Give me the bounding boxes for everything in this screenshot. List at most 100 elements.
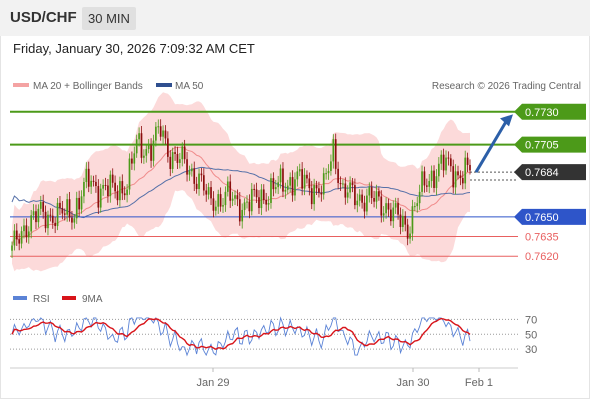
candle-body [99, 188, 102, 208]
candle-body [349, 182, 351, 193]
candle-body [116, 191, 119, 201]
bollinger-band-layer [12, 92, 470, 272]
level-0-7650-tag [514, 208, 586, 225]
candle-body [382, 213, 385, 216]
candle-body [342, 183, 344, 185]
candle-body [461, 178, 464, 184]
candle-body [169, 156, 172, 169]
candle-body [234, 195, 236, 199]
candle-body [85, 168, 88, 183]
candle-body [310, 188, 313, 205]
candle-body [274, 187, 277, 190]
candle-body [445, 157, 447, 171]
level-labels-layer: 0.7730 0.7705 0.7684 0.7650 0.7635 0.7620 [474, 103, 586, 263]
level-0-7650-label: 0.7650 [525, 212, 559, 224]
candle-body [162, 130, 164, 137]
candle-body [90, 180, 92, 187]
candle-body [114, 182, 116, 192]
candle-body [282, 168, 284, 192]
candle-body [363, 202, 366, 212]
candle-body [315, 185, 318, 189]
candle-body [25, 225, 28, 238]
candle-body [339, 183, 342, 185]
candle-body [390, 209, 392, 222]
candle-body [447, 157, 450, 159]
candle-body [325, 173, 327, 175]
candle-body [370, 187, 373, 199]
candle-body [119, 181, 121, 201]
candle-body [320, 192, 323, 195]
candle-body [243, 202, 246, 210]
candle-body [224, 191, 227, 206]
candle-body [176, 153, 179, 163]
rsi-ma-line [11, 317, 471, 350]
candle-body [181, 146, 184, 160]
rsi-tick-30: 30 [525, 344, 537, 356]
candle-body [286, 185, 289, 190]
candle-body [133, 153, 136, 164]
candle-body [442, 154, 445, 171]
candle-body [87, 168, 90, 187]
timestamp: Friday, January 30, 2026 7:09:32 AM CET [13, 41, 255, 56]
candle-body [457, 171, 459, 176]
timeframe-button[interactable]: 30 MIN [82, 7, 136, 30]
candle-body [140, 133, 143, 158]
candle-body [425, 185, 428, 187]
candle-body [205, 190, 208, 195]
candle-body [95, 181, 97, 187]
candle-body [200, 173, 203, 176]
candle-body [253, 188, 256, 190]
level-0-7705-label: 0.7705 [525, 140, 559, 152]
candle-body [392, 207, 395, 222]
level-0-7684-label: 0.7684 [525, 167, 559, 179]
candle-body [255, 189, 258, 198]
candle-body [452, 166, 455, 188]
candle-body [332, 139, 335, 162]
candle-body [440, 154, 443, 164]
candle-body [267, 202, 270, 205]
candle-body [143, 155, 145, 158]
candle-body [246, 201, 248, 203]
candle-body [121, 181, 124, 194]
forecast-arrow-head [500, 114, 513, 127]
candle-body [373, 198, 375, 202]
candle-body [190, 168, 193, 172]
candle-body [250, 188, 253, 212]
level-0-7635-label: 0.7635 [525, 232, 559, 244]
candle-body [399, 214, 402, 228]
candle-body [102, 184, 104, 189]
candle-body [289, 177, 292, 186]
candle-body [83, 182, 85, 197]
candle-body [421, 171, 423, 192]
candle-body [186, 159, 188, 175]
candle-body [296, 171, 299, 180]
candle-body [229, 181, 232, 201]
candle-body [11, 245, 13, 251]
candle-body [212, 198, 215, 211]
candle-body [366, 195, 368, 212]
candle-body [375, 191, 378, 202]
watermark: Research © 2026 Trading Central [432, 81, 581, 92]
candle-body [433, 170, 435, 188]
candle-body [198, 173, 200, 190]
candle-body [32, 211, 35, 216]
candle-body [18, 239, 21, 244]
candle-body [313, 185, 315, 205]
forecast-arrow-shaft [474, 117, 510, 173]
level-0-7705-tag [514, 136, 586, 153]
candle-body [63, 213, 66, 215]
candle-body [346, 192, 349, 198]
rsi-line [11, 316, 471, 357]
candle-body [207, 187, 210, 195]
candle-body [380, 196, 383, 216]
rsi-ma-legend-swatch [62, 296, 76, 300]
candle-body [294, 179, 296, 196]
candle-body [42, 201, 45, 212]
candle-body [411, 206, 414, 234]
level-0-7730-label: 0.7730 [525, 107, 559, 119]
candle-body [20, 231, 23, 244]
candle-body [219, 194, 222, 207]
candle-body [152, 140, 155, 161]
candle-body [92, 180, 95, 182]
candle-body [49, 214, 52, 216]
